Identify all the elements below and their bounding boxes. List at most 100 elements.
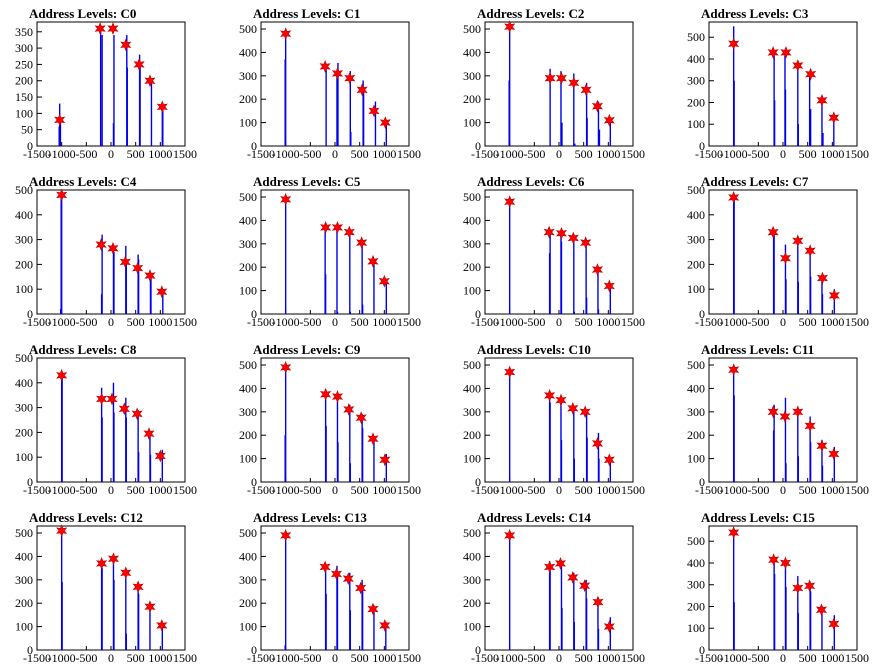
peak-star-marker	[567, 401, 579, 415]
x-tick-label: 1000	[820, 483, 844, 497]
x-tick-label: -500	[75, 651, 97, 665]
x-tick-label: -1000	[720, 483, 748, 497]
y-tick-label: 250	[15, 57, 33, 71]
peak-star-marker	[379, 619, 391, 632]
peak-star-marker	[805, 67, 817, 81]
chart-panel: Address Levels: C20100200300400500-1500-…	[463, 6, 645, 161]
y-tick-label: 400	[239, 549, 257, 563]
chart-panel: Address Levels: C15 0 100 200 300 400 500 -1500…	[687, 510, 869, 665]
peak-star-marker	[555, 226, 568, 240]
x-tick-label: -1500	[247, 315, 275, 329]
x-tick-label: -1000	[272, 651, 300, 665]
peak-star-marker	[120, 566, 132, 580]
x-tick-label: -1500	[471, 651, 499, 665]
chart-title: Address Levels: C12	[29, 510, 143, 525]
x-tick-label: 500	[351, 315, 369, 329]
x-tick-label: 1500	[621, 147, 645, 161]
y-tick-label: 200	[239, 260, 257, 274]
y-tick-label: 200	[687, 599, 705, 613]
y-tick-label: 400	[15, 208, 33, 222]
peak-star-marker	[96, 392, 108, 406]
peak-star-marker	[331, 221, 344, 234]
x-tick-label: -1500	[471, 483, 499, 497]
chart-title: Address Levels: C15	[701, 510, 815, 525]
x-tick-label: 500	[127, 315, 145, 329]
y-tick-label: 400	[15, 376, 33, 390]
y-tick-label: 100	[15, 106, 33, 120]
peak-star-marker	[815, 603, 828, 617]
peak-star-marker	[504, 528, 516, 542]
peak-star-marker	[343, 225, 355, 239]
peak-star-marker	[768, 553, 780, 567]
y-tick-label: 500	[687, 30, 705, 44]
y-tick-label: 500	[687, 534, 705, 548]
chart-title: Address Levels: C10	[477, 342, 591, 357]
chart-title: Address Levels: C2	[477, 6, 584, 21]
peak-star-marker	[330, 567, 343, 581]
peak-star-marker	[568, 76, 580, 90]
x-tick-label: 500	[351, 147, 369, 161]
y-tick-label: 0	[699, 307, 705, 321]
y-tick-label: 100	[687, 117, 705, 131]
y-tick-label: 100	[239, 452, 257, 466]
x-tick-label: -1000	[272, 147, 300, 161]
y-tick-label: 400	[687, 208, 705, 222]
chart-panel: Address Levels: C10100200300400500-1500-…	[239, 6, 421, 161]
peak-star-marker	[133, 57, 145, 71]
x-tick-label: 1000	[148, 483, 172, 497]
x-tick-label: 1000	[596, 315, 620, 329]
x-tick-label: -500	[299, 147, 321, 161]
x-tick-label: 1500	[845, 315, 869, 329]
y-tick-label: 100	[463, 620, 481, 634]
peak-star-marker	[579, 579, 591, 593]
y-tick-label: 350	[15, 25, 33, 39]
chart-panel: Address Levels: C50100200300400500-1500-…	[239, 174, 421, 329]
x-tick-label: 1000	[372, 483, 396, 497]
x-tick-label: -1000	[48, 147, 76, 161]
peak-star-marker	[56, 524, 68, 538]
peak-star-marker	[579, 405, 591, 419]
chart-panel: Address Levels: C12 0 100 200 300 400 500 -1500…	[15, 510, 197, 665]
peak-star-marker	[107, 552, 120, 566]
peak-star-marker	[804, 579, 816, 593]
peak-star-marker	[156, 619, 168, 632]
peak-star-marker	[779, 556, 792, 570]
y-tick-label: 300	[463, 237, 481, 251]
y-tick-label: 400	[463, 381, 481, 395]
x-tick-label: 500	[799, 147, 817, 161]
peak-star-marker	[367, 432, 379, 446]
x-tick-label: -1000	[48, 315, 76, 329]
y-tick-label: 0	[699, 139, 705, 153]
x-tick-label: -1000	[720, 147, 748, 161]
peak-star-marker	[603, 113, 615, 127]
y-tick-label: 400	[463, 213, 481, 227]
chart-title: Address Levels: C13	[253, 510, 367, 525]
x-tick-label: 0	[780, 651, 786, 665]
y-tick-label: 100	[239, 116, 257, 130]
chart-title: Address Levels: C9	[253, 342, 361, 357]
x-tick-label: 1000	[820, 147, 844, 161]
peak-star-marker	[56, 188, 68, 202]
peak-star-marker	[728, 526, 740, 539]
x-tick-label: 500	[575, 483, 593, 497]
y-tick-label: 0	[27, 139, 33, 153]
peak-star-marker	[504, 195, 516, 209]
y-tick-label: 100	[463, 452, 481, 466]
x-tick-label: 0	[556, 483, 562, 497]
peak-star-marker	[356, 236, 368, 250]
chart-title: Address Levels: C8	[29, 342, 137, 357]
y-tick-label: 200	[15, 257, 33, 271]
chart-title: Address Levels: C6	[477, 174, 585, 189]
peak-star-marker	[816, 93, 828, 107]
x-tick-label: 0	[108, 147, 114, 161]
y-tick-label: 300	[15, 401, 33, 415]
x-tick-label: -500	[747, 315, 769, 329]
x-tick-label: -1500	[471, 147, 499, 161]
peak-star-marker	[367, 602, 379, 616]
y-tick-label: 200	[15, 425, 33, 439]
peak-star-marker	[95, 238, 107, 251]
x-tick-label: -1500	[247, 651, 275, 665]
peak-star-marker	[603, 279, 615, 293]
x-tick-label: 0	[332, 147, 338, 161]
peak-star-marker	[555, 393, 567, 407]
